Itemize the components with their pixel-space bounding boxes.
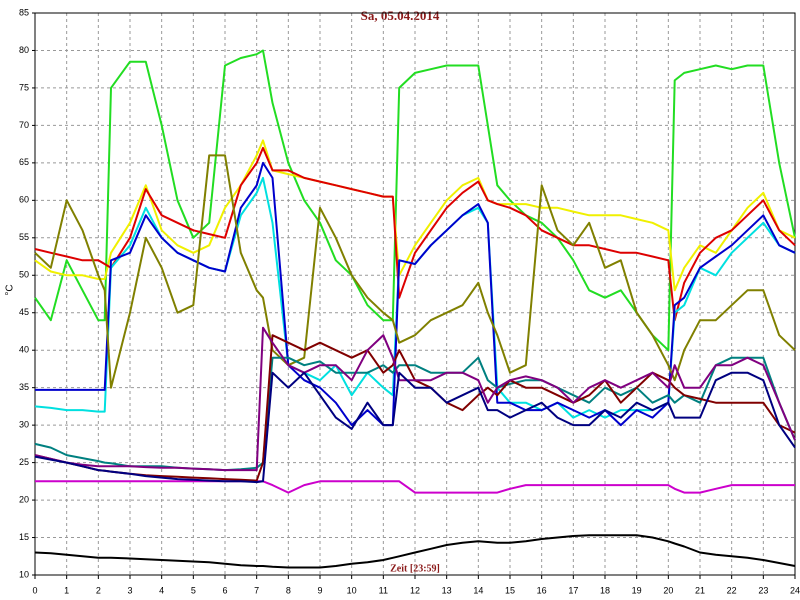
y-tick-label: 10 [19, 569, 29, 579]
x-tick-label: 13 [442, 585, 452, 595]
y-tick-label: 75 [19, 82, 29, 92]
y-tick-label: 85 [19, 7, 29, 17]
x-tick-label: 6 [222, 585, 227, 595]
data-line [34, 49, 796, 352]
x-axis-label: Zeit [23:59] [390, 563, 440, 574]
data-line [34, 139, 796, 292]
y-tick-label: 80 [19, 45, 29, 55]
x-tick-label: 7 [254, 585, 259, 595]
x-tick-label: 4 [159, 585, 164, 595]
plot-frame [34, 12, 796, 576]
x-tick-label: 9 [317, 585, 322, 595]
x-tick-label: 3 [127, 585, 132, 595]
x-tick-label: 1 [64, 585, 69, 595]
y-tick-label: 50 [19, 270, 29, 280]
y-tick-label: 70 [19, 120, 29, 130]
data-line [34, 371, 796, 484]
y-tick-label: 30 [19, 420, 29, 430]
y-axis-label: °C [5, 284, 16, 295]
data-line [35, 480, 795, 494]
y-tick-label: 25 [19, 457, 29, 467]
data-line [34, 534, 796, 569]
data-line [34, 154, 796, 389]
x-tick-label: 8 [286, 585, 291, 595]
x-tick-label: 22 [727, 585, 737, 595]
x-tick-label: 16 [537, 585, 547, 595]
data-line [34, 146, 796, 322]
x-tick-label: 24 [790, 585, 800, 595]
x-tick-label: 20 [663, 585, 673, 595]
y-tick-label: 55 [19, 232, 29, 242]
y-tick-label: 45 [19, 307, 29, 317]
x-tick-label: 0 [32, 585, 37, 595]
y-tick-label: 20 [19, 494, 29, 504]
x-tick-label: 10 [347, 585, 357, 595]
y-tick-label: 65 [19, 157, 29, 167]
x-tick-label: 21 [695, 585, 705, 595]
x-tick-label: 2 [96, 585, 101, 595]
y-tick-label: 40 [19, 345, 29, 355]
chart-title: Sa, 05.04.2014 [361, 8, 440, 23]
x-tick-label: 18 [600, 585, 610, 595]
x-tick-label: 12 [410, 585, 420, 595]
x-tick-label: 23 [758, 585, 768, 595]
x-tick-label: 19 [632, 585, 642, 595]
x-tick-label: 5 [191, 585, 196, 595]
x-tick-label: 17 [568, 585, 578, 595]
y-tick-label: 15 [19, 532, 29, 542]
x-tick-label: 11 [379, 585, 388, 595]
x-tick-label: 14 [473, 585, 483, 595]
y-tick-label: 35 [19, 382, 29, 392]
y-tick-label: 60 [19, 195, 29, 205]
x-tick-label: 15 [505, 585, 515, 595]
